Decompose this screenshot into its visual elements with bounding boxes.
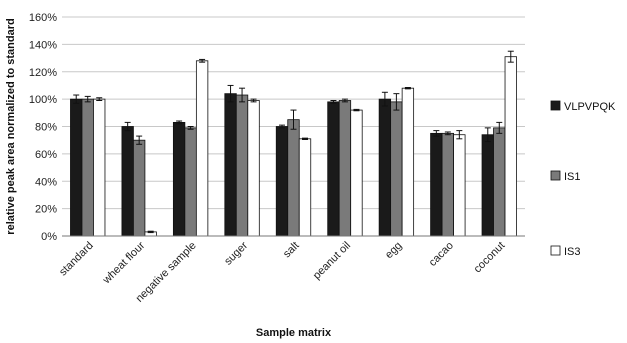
y-tick-label: 40%: [35, 176, 57, 188]
error-bar: [199, 58, 206, 63]
bar-is3-3: [247, 100, 260, 237]
x-tick-label: wheat flour: [100, 239, 147, 286]
error-bar: [330, 99, 337, 104]
bars: [70, 56, 517, 237]
error-bar: [290, 109, 297, 130]
bar-is1-7: [441, 132, 454, 237]
x-tick-label: salt: [281, 240, 302, 261]
y-tick-label: 0%: [41, 231, 57, 243]
bar-vlpvpqk-0: [70, 98, 83, 237]
bar-is3-5: [350, 109, 363, 237]
bar-is1-6: [390, 101, 403, 237]
x-tick-label: suger: [222, 239, 250, 267]
legend-item-vlpvpqk: VLPVPQK: [550, 100, 616, 113]
y-tick-label: 80%: [35, 122, 57, 134]
bar-is1-5: [338, 100, 352, 237]
bar-is3-6: [401, 87, 415, 237]
bar-is1-1: [133, 139, 146, 237]
legend-swatch: [550, 245, 561, 256]
error-bar: [239, 87, 246, 103]
y-tick-label: 120%: [29, 67, 57, 79]
bar-is1-8: [493, 127, 506, 237]
x-tick-label: coconut: [472, 240, 508, 276]
bar-is3-4: [298, 138, 312, 237]
legend: VLPVPQK IS1 IS3: [550, 100, 616, 258]
error-bar: [433, 130, 440, 137]
error-bar: [136, 135, 143, 145]
error-bar: [73, 94, 80, 104]
bar-vlpvpqk-8: [481, 134, 494, 237]
legend-item-is3: IS3: [550, 245, 581, 258]
error-bar: [341, 98, 348, 103]
bar-is1-0: [81, 98, 94, 237]
error-bar: [124, 121, 131, 132]
y-tick-labels: 0% 20% 40% 60% 80% 100% 120% 140% 160%: [29, 12, 57, 243]
y-tick-label: 160%: [29, 12, 57, 24]
bar-vlpvpqk-6: [378, 98, 392, 237]
error-bar: [444, 131, 451, 136]
x-tick-label: standard: [57, 240, 96, 279]
y-tick-label: 100%: [29, 94, 57, 106]
bar-is1-3: [235, 94, 249, 237]
legend-item-is1: IS1: [550, 170, 581, 183]
x-tick-label: egg: [383, 240, 404, 261]
bar-is3-8: [504, 56, 517, 237]
error-bar: [96, 97, 103, 101]
bar-vlpvpqk-7: [430, 132, 443, 237]
bar-vlpvpqk-1: [121, 126, 134, 237]
error-bar: [187, 126, 194, 130]
error-bar: [393, 93, 400, 111]
error-bar: [381, 91, 388, 107]
legend-swatch: [550, 170, 561, 181]
y-axis-title: relative peak area normalized to standar…: [5, 18, 17, 234]
error-bar: [302, 137, 308, 141]
error-bar: [84, 95, 91, 103]
error-bar: [176, 120, 183, 125]
error-bar: [279, 124, 285, 129]
bar-vlpvpqk-4: [275, 126, 289, 237]
bar-is3-7: [453, 134, 466, 237]
error-bar: [484, 127, 491, 143]
legend-label: IS3: [564, 246, 581, 258]
error-bar: [456, 130, 463, 140]
legend-label: IS1: [564, 171, 581, 183]
legend-label: VLPVPQK: [564, 101, 616, 113]
error-bars: [73, 50, 514, 234]
y-tick-label: 60%: [35, 149, 57, 161]
x-tick-label: peanut oil: [311, 240, 353, 282]
x-tick-label: cacao: [427, 240, 456, 269]
bar-is3-2: [195, 60, 209, 237]
x-axis-title: Sample matrix: [256, 327, 332, 339]
error-bar: [496, 121, 503, 134]
error-bar: [507, 50, 514, 63]
y-tick-label: 20%: [35, 204, 57, 216]
error-bar: [250, 98, 257, 103]
error-bar: [147, 230, 154, 234]
y-tick-label: 140%: [29, 39, 57, 51]
error-bar: [404, 86, 411, 90]
error-bar: [227, 84, 234, 103]
bar-vlpvpqk-5: [327, 101, 340, 237]
error-bar: [353, 108, 360, 112]
legend-swatch: [550, 100, 561, 111]
bar-vlpvpqk-3: [224, 93, 237, 237]
bar-is1-2: [184, 127, 197, 237]
bar-is1-4: [287, 119, 300, 237]
bar-vlpvpqk-2: [172, 121, 186, 237]
bar-is3-0: [93, 98, 106, 237]
